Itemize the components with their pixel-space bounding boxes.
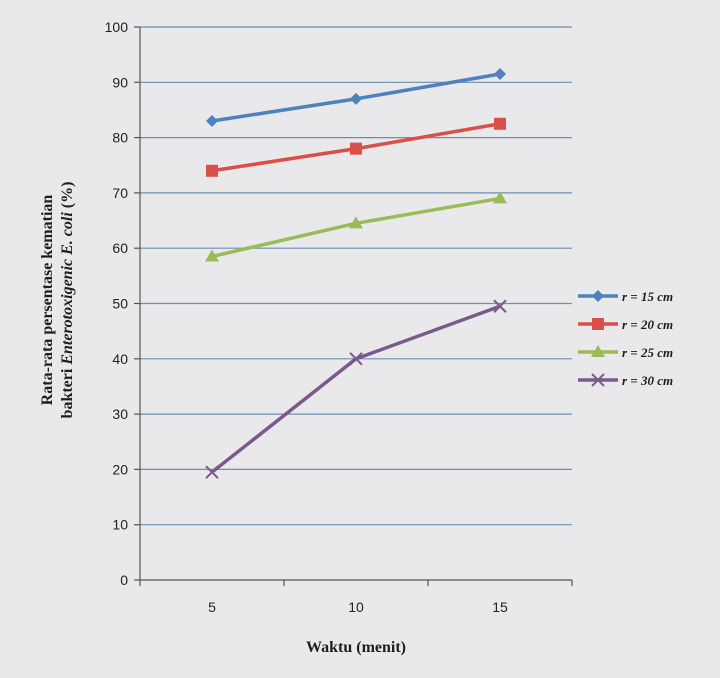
legend-label: r = 30 cm bbox=[622, 373, 673, 388]
y-tick-label: 60 bbox=[112, 240, 128, 256]
y-axis-title-prefix: bakteri bbox=[59, 368, 76, 418]
gridlines bbox=[140, 26, 572, 526]
y-tick-label: 0 bbox=[120, 572, 128, 588]
x-tick-labels: 5 10 15 bbox=[208, 599, 508, 615]
legend-entry: r = 20 cm bbox=[578, 317, 673, 332]
legend-entry: r = 15 cm bbox=[578, 289, 673, 304]
legend-label: r = 20 cm bbox=[622, 317, 673, 332]
y-axis-title-organism: Enterotoxigenic E. coli bbox=[59, 212, 76, 366]
y-tick-labels: 0 10 20 30 40 50 60 70 80 90 100 bbox=[105, 19, 129, 588]
data-point bbox=[349, 216, 363, 229]
y-tick-label: 50 bbox=[112, 296, 128, 312]
x-tick-label: 5 bbox=[208, 599, 216, 615]
data-point bbox=[494, 68, 506, 81]
data-point bbox=[206, 164, 218, 177]
x-axis-title: Waktu (menit) bbox=[306, 639, 406, 656]
y-tick-label: 100 bbox=[105, 19, 129, 35]
data-point bbox=[205, 249, 219, 262]
y-tick-label: 80 bbox=[112, 130, 128, 146]
legend-marker bbox=[592, 318, 604, 330]
legend-marker bbox=[592, 290, 604, 302]
series-group bbox=[205, 68, 507, 479]
data-point bbox=[493, 191, 507, 204]
legend-marker bbox=[591, 373, 605, 387]
y-tick-label: 40 bbox=[112, 351, 128, 367]
legend: r = 15 cm r = 20 cm r = 25 cm r = 30 cm bbox=[578, 289, 673, 388]
y-tick-label: 70 bbox=[112, 185, 128, 201]
data-point bbox=[493, 299, 507, 313]
y-tick-label: 20 bbox=[112, 461, 128, 477]
data-point bbox=[205, 465, 219, 479]
data-point bbox=[206, 115, 218, 128]
legend-marker bbox=[591, 345, 605, 357]
y-tick-label: 10 bbox=[112, 517, 128, 533]
y-axis-title-line1: Rata-rata persentase kematian bbox=[39, 195, 56, 406]
x-tick-label: 10 bbox=[348, 599, 364, 615]
data-point bbox=[494, 117, 506, 130]
data-point bbox=[350, 142, 362, 155]
y-axis-title-line2: bakteri Enterotoxigenic E. coli (%) bbox=[59, 182, 76, 419]
data-point bbox=[349, 352, 363, 366]
y-axis-title: Rata-rata persentase kematian bakteri En… bbox=[39, 182, 76, 419]
legend-entry: r = 25 cm bbox=[578, 345, 673, 360]
legend-label: r = 15 cm bbox=[622, 289, 673, 304]
axes bbox=[134, 26, 573, 586]
y-axis-title-unit: (%) bbox=[59, 182, 76, 209]
data-point bbox=[350, 92, 362, 105]
y-tick-label: 30 bbox=[112, 406, 128, 422]
y-tick-label: 90 bbox=[112, 74, 128, 90]
x-tick-label: 15 bbox=[492, 599, 508, 615]
legend-label: r = 25 cm bbox=[622, 345, 673, 360]
legend-entry: r = 30 cm bbox=[578, 373, 673, 388]
